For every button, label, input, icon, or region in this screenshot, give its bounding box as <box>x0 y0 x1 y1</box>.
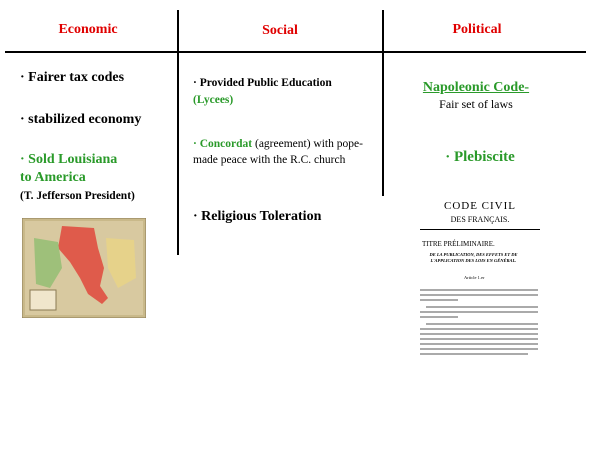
term: · Concordat <box>193 138 252 150</box>
doc-article: Article 1.er <box>464 275 485 280</box>
bullet: · stabilized economy <box>20 112 141 128</box>
slide: Economic Social Political · Fairer tax c… <box>0 0 591 458</box>
bullet: to America <box>20 170 86 186</box>
doc-rule <box>420 229 540 230</box>
doc-section: TITRE PRÉLIMINAIRE. <box>422 240 495 248</box>
bullet: (Lycees) <box>193 94 233 106</box>
bullet: · Provided Public Education <box>193 77 332 89</box>
column-header: Political <box>453 22 502 38</box>
column-header: Social <box>262 23 298 39</box>
bullet: · Sold Louisiana <box>20 152 117 168</box>
column-divider <box>177 10 179 255</box>
doc-heading: DE LA PUBLICATION, DES EFFETS ET DE L'AP… <box>426 252 521 264</box>
bullet: · Religious Toleration <box>193 209 321 225</box>
bullet: · Concordat (agreement) with pope- made … <box>193 136 363 168</box>
column-divider <box>382 10 384 196</box>
doc-title: CODE CIVIL <box>444 200 516 212</box>
header-rule <box>5 51 586 53</box>
doc-body <box>418 286 542 366</box>
map-image <box>22 218 146 318</box>
bullet: · Fairer tax codes <box>20 70 124 86</box>
column-header: Economic <box>58 22 117 38</box>
document-image: CODE CIVIL DES FRANÇAIS. TITRE PRÉLIMINA… <box>412 200 548 376</box>
note: (T. Jefferson President) <box>20 190 135 202</box>
bullet: · Plebiscite <box>445 149 515 166</box>
text: Fair set of laws <box>439 97 513 112</box>
term: Napoleonic Code- <box>423 80 529 96</box>
doc-subtitle: DES FRANÇAIS. <box>451 215 510 224</box>
